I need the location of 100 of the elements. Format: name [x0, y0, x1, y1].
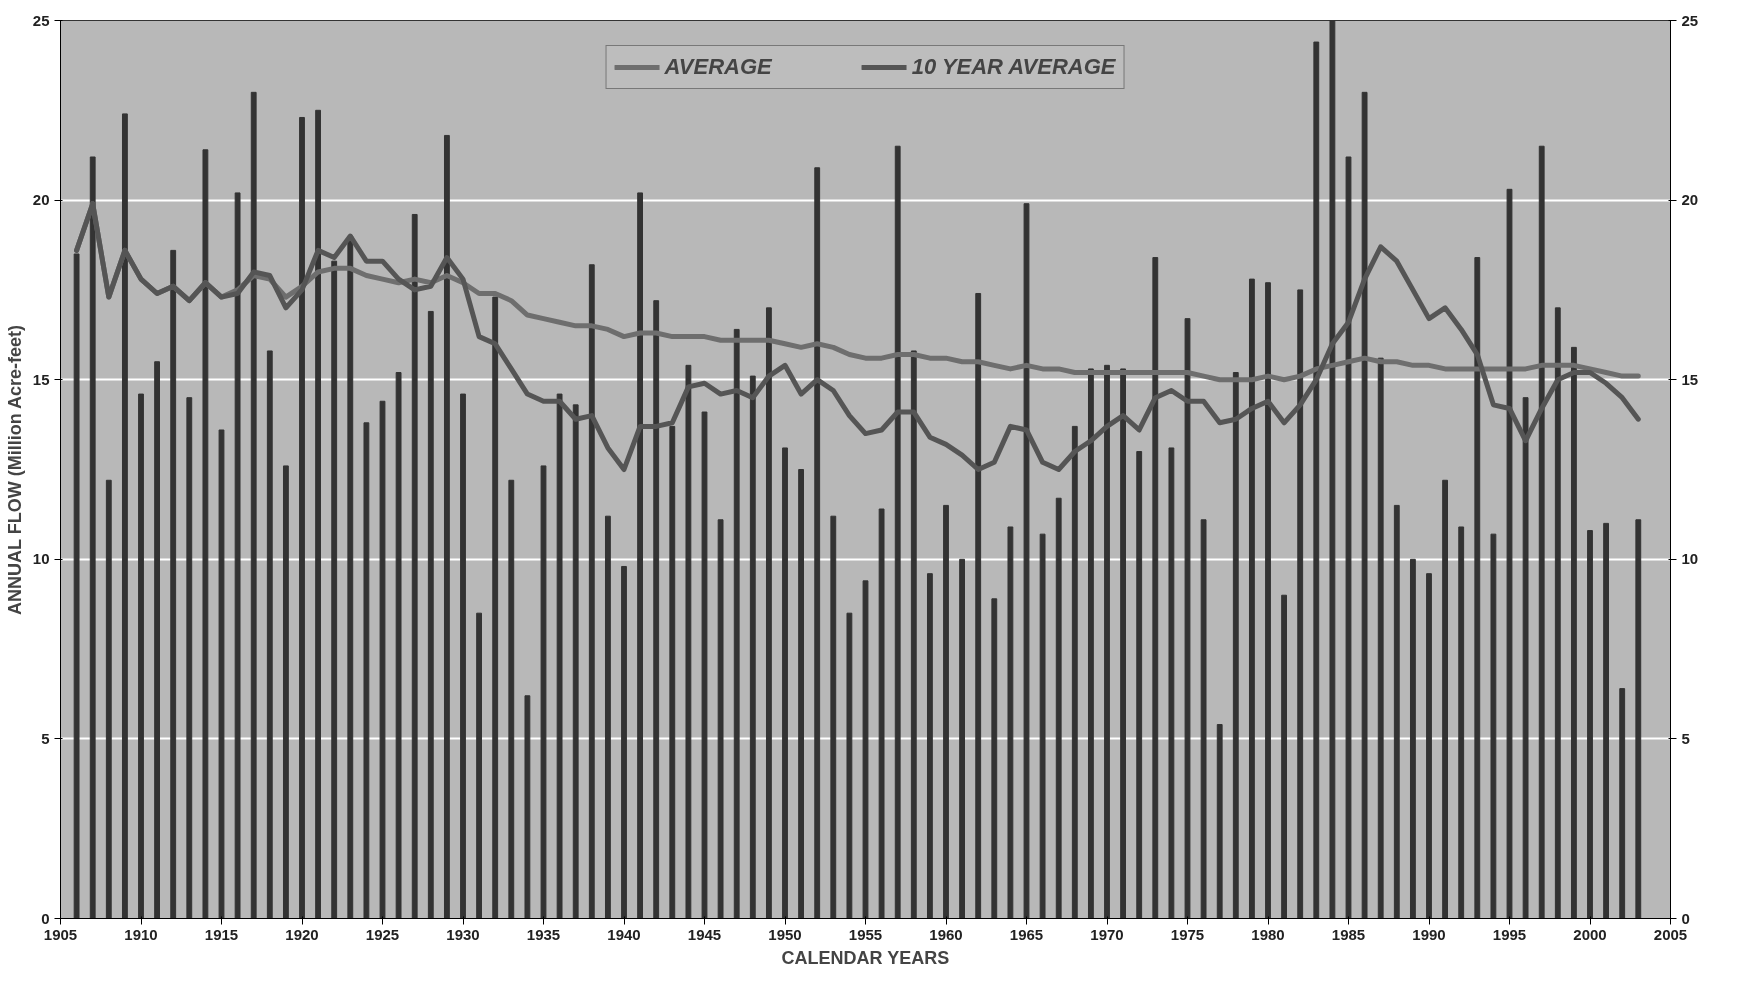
y-tick-label: 25	[32, 11, 50, 29]
y-axis-title: ANNUAL FLOW (Million Acre-feet)	[4, 324, 25, 615]
bar	[1297, 289, 1304, 919]
x-tick-label: 1940	[607, 925, 641, 943]
bar	[170, 249, 177, 919]
x-tick-label: 1980	[1251, 925, 1285, 943]
bar	[1426, 573, 1432, 919]
bar	[508, 479, 515, 919]
bar	[572, 404, 579, 919]
x-tick-label: 1960	[929, 925, 963, 943]
bar	[782, 447, 788, 919]
bar	[1506, 188, 1513, 919]
y-tick-label: 10	[32, 550, 50, 568]
y-tick-label: 20	[32, 191, 50, 209]
y2-tick-label: 20	[1681, 191, 1699, 209]
bar	[282, 465, 289, 919]
bar	[299, 116, 305, 919]
bar	[749, 375, 756, 919]
bar	[1458, 526, 1465, 919]
bar	[1152, 257, 1159, 919]
bar	[1587, 530, 1593, 919]
bar	[1104, 364, 1110, 919]
bar	[250, 91, 257, 919]
bar	[1490, 533, 1497, 919]
bar	[621, 565, 627, 919]
bar	[1023, 203, 1030, 919]
bar	[926, 573, 933, 919]
bar	[975, 292, 982, 919]
bar	[443, 134, 450, 919]
x-tick-label: 1970	[1090, 925, 1124, 943]
bar	[476, 612, 483, 919]
bar	[202, 149, 209, 919]
bar	[154, 361, 161, 919]
x-tick-label: 1935	[526, 925, 561, 943]
bar	[186, 397, 193, 919]
bar	[395, 372, 402, 919]
bar	[492, 296, 499, 919]
bar	[234, 192, 241, 919]
x-tick-label: 1985	[1331, 925, 1366, 943]
bar	[701, 411, 708, 919]
bar	[846, 612, 853, 919]
bar	[910, 350, 917, 919]
x-axis-title: CALENDAR YEARS	[781, 947, 950, 968]
bar	[1281, 594, 1288, 919]
bar	[1409, 558, 1416, 919]
x-tick-label: 2005	[1653, 925, 1688, 943]
bar	[411, 213, 418, 919]
bar	[1248, 278, 1255, 919]
bar	[1120, 368, 1127, 919]
bar	[604, 515, 611, 919]
bar	[1619, 688, 1626, 919]
bar	[685, 364, 692, 919]
x-tick-label: 1925	[365, 925, 400, 943]
y2-tick-label: 25	[1681, 11, 1699, 29]
bar	[379, 400, 386, 919]
bar	[830, 515, 837, 919]
bar	[1603, 522, 1610, 919]
x-tick-label: 1920	[285, 925, 319, 943]
legend-label: AVERAGE	[664, 54, 772, 80]
x-tick-label: 1955	[848, 925, 883, 943]
bar	[1232, 372, 1239, 919]
bar	[138, 393, 144, 919]
y-tick-label: 5	[41, 729, 50, 747]
bar	[218, 429, 225, 919]
bar	[1635, 519, 1642, 919]
bar	[765, 307, 772, 919]
bar	[1168, 447, 1175, 919]
x-tick-label: 1990	[1412, 925, 1446, 943]
x-tick-label: 1910	[124, 925, 158, 943]
x-tick-label: 1945	[687, 925, 722, 943]
x-tick-label: 1950	[768, 925, 802, 943]
bar	[1216, 724, 1223, 919]
bar	[1184, 318, 1191, 919]
bar	[1474, 257, 1481, 919]
y2-tick-label: 10	[1681, 550, 1699, 568]
bar	[1265, 282, 1271, 919]
bar	[1554, 307, 1561, 919]
bar	[427, 310, 434, 919]
bar	[637, 192, 644, 919]
bar	[266, 350, 273, 919]
bar	[717, 519, 724, 919]
bar	[1329, 20, 1336, 919]
bar	[1538, 145, 1545, 919]
bar	[1087, 368, 1094, 919]
bar	[1377, 357, 1384, 919]
y2-tick-label: 15	[1681, 370, 1699, 388]
x-tick-label: 1965	[1009, 925, 1044, 943]
bar	[1345, 156, 1352, 919]
x-tick-label: 1905	[43, 925, 78, 943]
bar	[1055, 497, 1062, 919]
bar	[1393, 504, 1400, 919]
x-tick-label: 1930	[446, 925, 480, 943]
bar	[105, 479, 112, 919]
bar	[1522, 397, 1529, 919]
bar	[315, 109, 322, 919]
bar	[524, 695, 531, 919]
bar	[814, 167, 821, 919]
bar	[798, 469, 805, 919]
bar	[1136, 451, 1143, 919]
bar	[121, 113, 128, 919]
